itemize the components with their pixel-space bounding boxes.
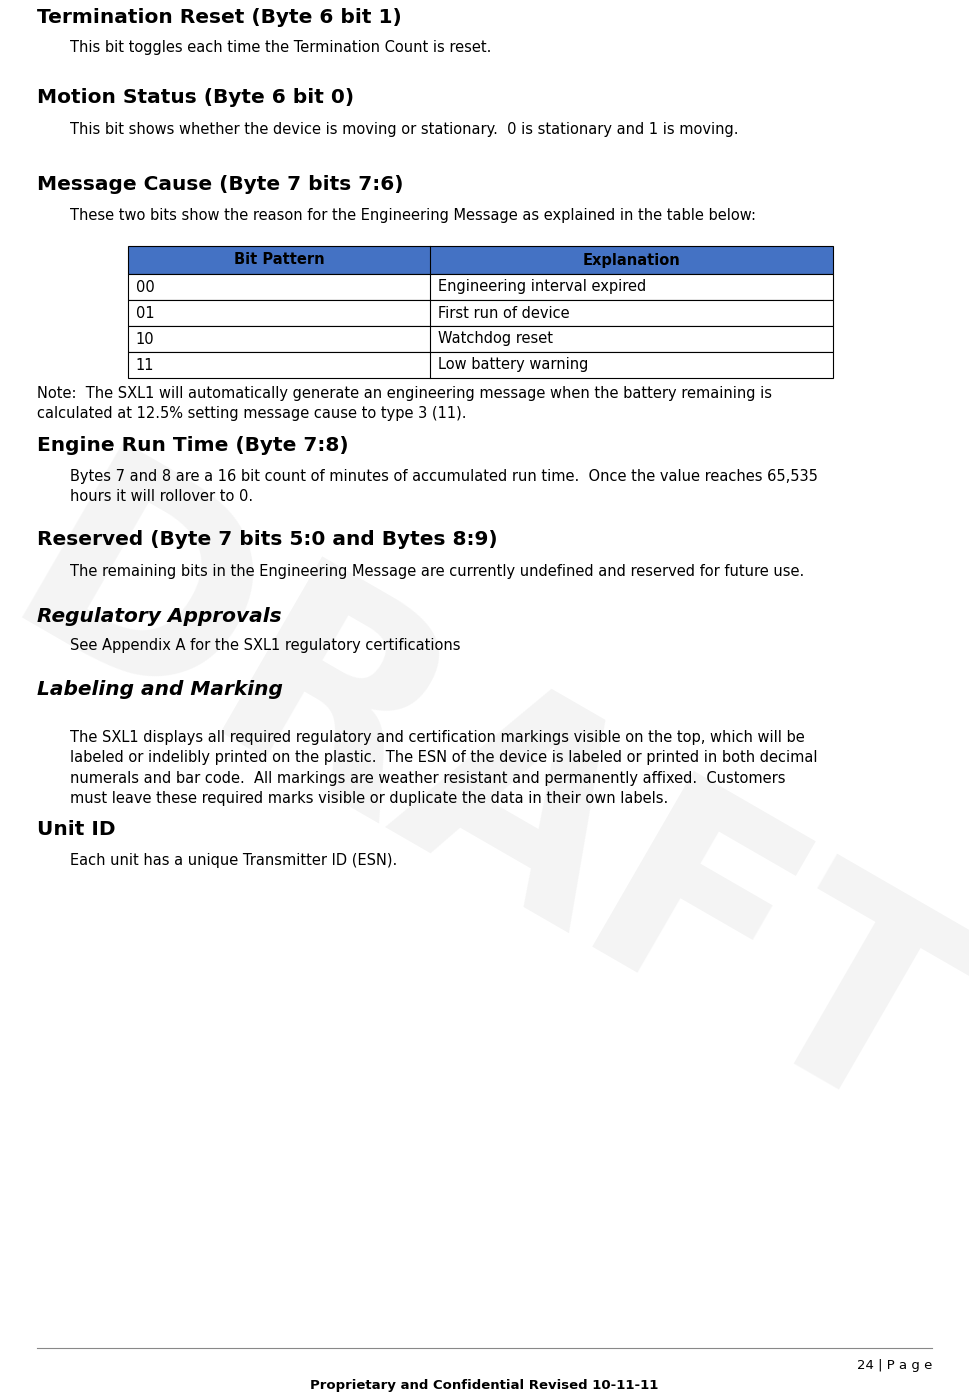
Text: Explanation: Explanation: [582, 253, 680, 268]
Text: The SXL1 displays all required regulatory and certification markings visible on : The SXL1 displays all required regulator…: [70, 730, 817, 807]
Text: Each unit has a unique Transmitter ID (ESN).: Each unit has a unique Transmitter ID (E…: [70, 853, 397, 868]
Text: Proprietary and Confidential Revised 10-11-11: Proprietary and Confidential Revised 10-…: [310, 1379, 659, 1392]
Text: 11: 11: [136, 357, 154, 373]
Text: Engine Run Time (Byte 7:8): Engine Run Time (Byte 7:8): [37, 436, 349, 455]
Text: Low battery warning: Low battery warning: [438, 357, 588, 373]
Bar: [128, 352, 833, 378]
Text: DRAFT: DRAFT: [0, 433, 969, 1187]
Text: Note:  The SXL1 will automatically generate an engineering message when the batt: Note: The SXL1 will automatically genera…: [37, 387, 772, 422]
Bar: [128, 274, 833, 300]
Text: Labeling and Marking: Labeling and Marking: [37, 680, 283, 699]
Text: This bit toggles each time the Termination Count is reset.: This bit toggles each time the Terminati…: [70, 40, 491, 54]
Text: Bit Pattern: Bit Pattern: [234, 253, 325, 268]
Text: Watchdog reset: Watchdog reset: [438, 331, 552, 346]
Text: Termination Reset (Byte 6 bit 1): Termination Reset (Byte 6 bit 1): [37, 8, 401, 27]
Text: First run of device: First run of device: [438, 306, 570, 321]
Text: See Appendix A for the SXL1 regulatory certifications: See Appendix A for the SXL1 regulatory c…: [70, 638, 460, 653]
Text: Bytes 7 and 8 are a 16 bit count of minutes of accumulated run time.  Once the v: Bytes 7 and 8 are a 16 bit count of minu…: [70, 469, 818, 504]
Bar: [128, 300, 833, 327]
Text: Reserved (Byte 7 bits 5:0 and Bytes 8:9): Reserved (Byte 7 bits 5:0 and Bytes 8:9): [37, 530, 497, 549]
Text: 01: 01: [136, 306, 154, 321]
Text: 24 | P a g e: 24 | P a g e: [857, 1360, 932, 1372]
Text: This bit shows whether the device is moving or stationary.  0 is stationary and : This bit shows whether the device is mov…: [70, 121, 738, 137]
Text: Unit ID: Unit ID: [37, 819, 115, 839]
Text: Regulatory Approvals: Regulatory Approvals: [37, 607, 281, 625]
Bar: [128, 327, 833, 352]
Text: 00: 00: [136, 279, 154, 295]
Text: 10: 10: [136, 331, 154, 346]
Text: The remaining bits in the Engineering Message are currently undefined and reserv: The remaining bits in the Engineering Me…: [70, 564, 804, 579]
Text: These two bits show the reason for the Engineering Message as explained in the t: These two bits show the reason for the E…: [70, 208, 756, 223]
Text: Message Cause (Byte 7 bits 7:6): Message Cause (Byte 7 bits 7:6): [37, 174, 403, 194]
Text: Motion Status (Byte 6 bit 0): Motion Status (Byte 6 bit 0): [37, 88, 354, 107]
Bar: [128, 246, 833, 274]
Text: Engineering interval expired: Engineering interval expired: [438, 279, 646, 295]
